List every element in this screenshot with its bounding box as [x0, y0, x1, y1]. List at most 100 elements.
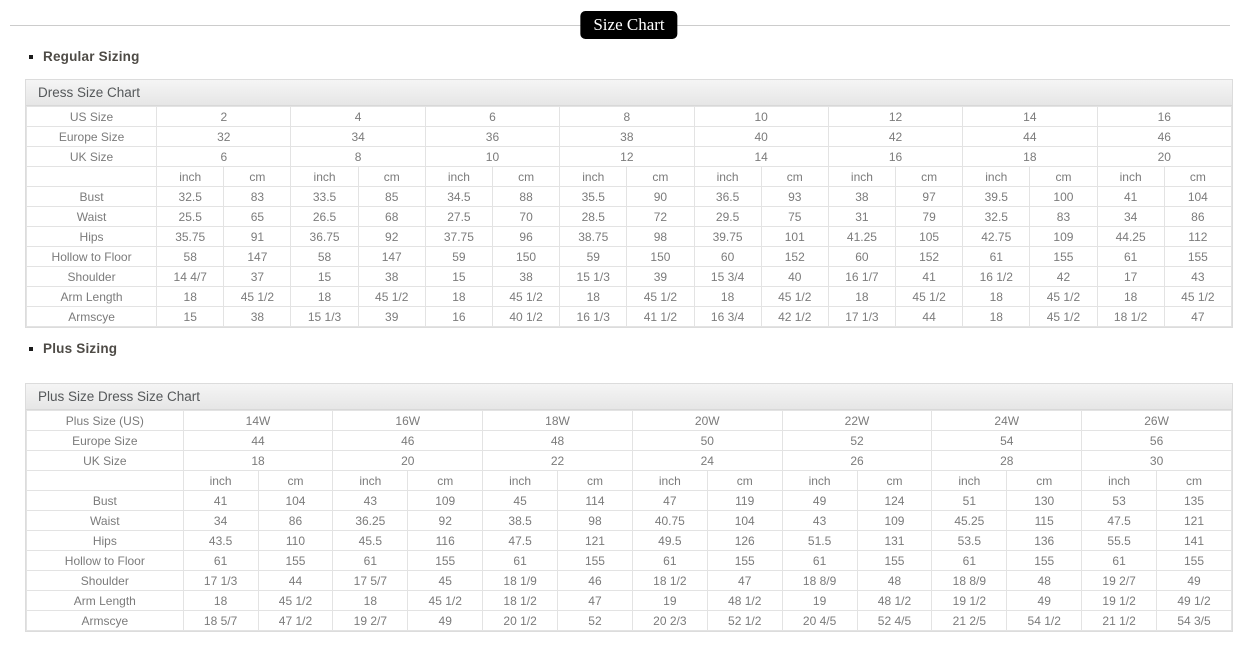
measurement-inch-value: 61: [781, 550, 858, 571]
row-label: Waist: [26, 510, 184, 531]
measurement-cm-value: 68: [357, 206, 426, 227]
title-band: Size Chart: [0, 0, 1258, 42]
measurement-inch-value: 45.25: [931, 510, 1008, 531]
measurement-inch-value: 19 1/2: [931, 590, 1008, 611]
size-value: 2: [156, 106, 292, 127]
size-value: 20W: [631, 410, 783, 431]
measurement-cm-value: 75: [760, 206, 829, 227]
measurement-inch-value: 18: [290, 286, 359, 307]
measurement-inch-value: 32.5: [962, 206, 1031, 227]
measurement-inch-value: 36.25: [332, 510, 409, 531]
measurement-inch-value: 18 8/9: [781, 570, 858, 591]
measurement-inch-value: 16 1/2: [962, 266, 1031, 287]
size-row: US Size 2 4 6 8 10 12 14 16: [25, 106, 1233, 127]
measurement-inch-value: 15: [424, 266, 493, 287]
measurement-inch-value: 36.75: [290, 226, 359, 247]
unit-header: inch: [962, 166, 1031, 187]
unit-header: cm: [257, 470, 334, 491]
measurement-cm-value: 45 1/2: [1029, 306, 1098, 327]
row-label: Shoulder: [25, 266, 158, 287]
size-value: 46: [1096, 126, 1233, 147]
measurement-cm-value: 101: [760, 226, 829, 247]
measurement-cm-value: 43: [1163, 266, 1233, 287]
measurement-cm-value: 49 1/2: [1156, 590, 1232, 611]
measurement-cm-value: 100: [1029, 186, 1098, 207]
unit-header-row: inch cm inch cm inch cm inch cm inch cm inch cm inch…: [26, 470, 1232, 491]
measurement-cm-value: 52 4/5: [856, 610, 933, 631]
section-heading-label: Plus Sizing: [43, 341, 118, 356]
measurement-inch-value: 15 1/3: [559, 266, 628, 287]
measurement-inch-value: 42.75: [962, 226, 1031, 247]
section-heading: Plus Sizing: [29, 341, 1233, 356]
measurement-cm-value: 45 1/2: [491, 286, 561, 307]
row-label: Hips: [25, 226, 158, 247]
row-label: Arm Length: [26, 590, 184, 611]
measurement-inch-value: 17 5/7: [332, 570, 409, 591]
size-value: 44: [962, 126, 1098, 147]
unit-header: inch: [482, 470, 559, 491]
measurement-row: Armscye 18 5/7 47 1/2 19 2/7 49 20 1/2 52 20 2/…: [26, 610, 1232, 631]
measurement-inch-value: 40.75: [631, 510, 708, 531]
measurement-cm-value: 112: [1163, 226, 1233, 247]
unit-header: inch: [182, 470, 259, 491]
content-area: Regular Sizing Dress Size Chart US Size 2…: [25, 49, 1233, 632]
size-value: 8: [559, 106, 695, 127]
measurement-row: Bust 41 104 43 109 45 114 47 119 49 124 51 130 53 135: [26, 490, 1232, 511]
measurement-cm-value: 38: [491, 266, 561, 287]
row-label: Plus Size (US): [26, 410, 184, 431]
measurement-inch-value: 31: [827, 206, 897, 227]
unit-header: inch: [693, 166, 762, 187]
measurement-cm-value: 92: [357, 226, 426, 247]
measurement-inch-value: 19 2/7: [1081, 570, 1158, 591]
measurement-inch-value: 41: [1096, 186, 1165, 207]
measurement-cm-value: 52 1/2: [706, 610, 783, 631]
row-label: Bust: [25, 186, 158, 207]
measurement-cm-value: 70: [491, 206, 561, 227]
measurement-inch-value: 19 2/7: [332, 610, 409, 631]
measurement-cm-value: 114: [557, 490, 633, 511]
measurement-cm-value: 155: [557, 550, 633, 571]
size-value: 36: [424, 126, 561, 147]
measurement-cm-value: 155: [856, 550, 933, 571]
unit-header: cm: [760, 166, 829, 187]
unit-header: inch: [559, 166, 628, 187]
unit-row-label: [25, 166, 158, 187]
size-value: 22: [482, 450, 633, 471]
measurement-inch-value: 18: [559, 286, 628, 307]
size-value: 24: [631, 450, 783, 471]
measurement-cm-value: 131: [856, 530, 933, 551]
unit-header: inch: [1096, 166, 1165, 187]
measurement-inch-value: 41: [182, 490, 259, 511]
size-value: 10: [424, 146, 561, 167]
size-value: 52: [781, 430, 933, 451]
size-value: 14: [693, 146, 829, 167]
row-label: UK Size: [25, 146, 158, 167]
measurement-cm-value: 88: [491, 186, 561, 207]
row-label: Waist: [25, 206, 158, 227]
measurement-inch-value: 61: [1096, 246, 1165, 267]
measurement-inch-value: 61: [931, 550, 1008, 571]
measurement-inch-value: 18 5/7: [182, 610, 259, 631]
measurement-cm-value: 38: [357, 266, 426, 287]
dress-size-chart: Dress Size Chart US Size 2 4 6 8 10 12 14 16 Euro…: [25, 79, 1233, 328]
measurement-inch-value: 43: [781, 510, 858, 531]
measurement-cm-value: 109: [407, 490, 484, 511]
measurement-cm-value: 65: [223, 206, 292, 227]
unit-header: cm: [1156, 470, 1232, 491]
measurement-cm-value: 37: [223, 266, 292, 287]
measurement-inch-value: 45.5: [332, 530, 409, 551]
measurement-inch-value: 15 1/3: [290, 306, 359, 327]
unit-header: cm: [1006, 470, 1083, 491]
section-regular-sizing: Regular Sizing Dress Size Chart US Size 2…: [25, 49, 1233, 328]
measurement-cm-value: 40 1/2: [491, 306, 561, 327]
size-value: 20: [1096, 146, 1233, 167]
measurement-cm-value: 152: [895, 246, 964, 267]
size-value: 26W: [1081, 410, 1232, 431]
measurement-cm-value: 45 1/2: [257, 590, 334, 611]
measurement-inch-value: 19: [781, 590, 858, 611]
measurement-cm-value: 150: [626, 246, 695, 267]
measurement-inch-value: 20 4/5: [781, 610, 858, 631]
measurement-inch-value: 53: [1081, 490, 1158, 511]
measurement-cm-value: 135: [1156, 490, 1232, 511]
